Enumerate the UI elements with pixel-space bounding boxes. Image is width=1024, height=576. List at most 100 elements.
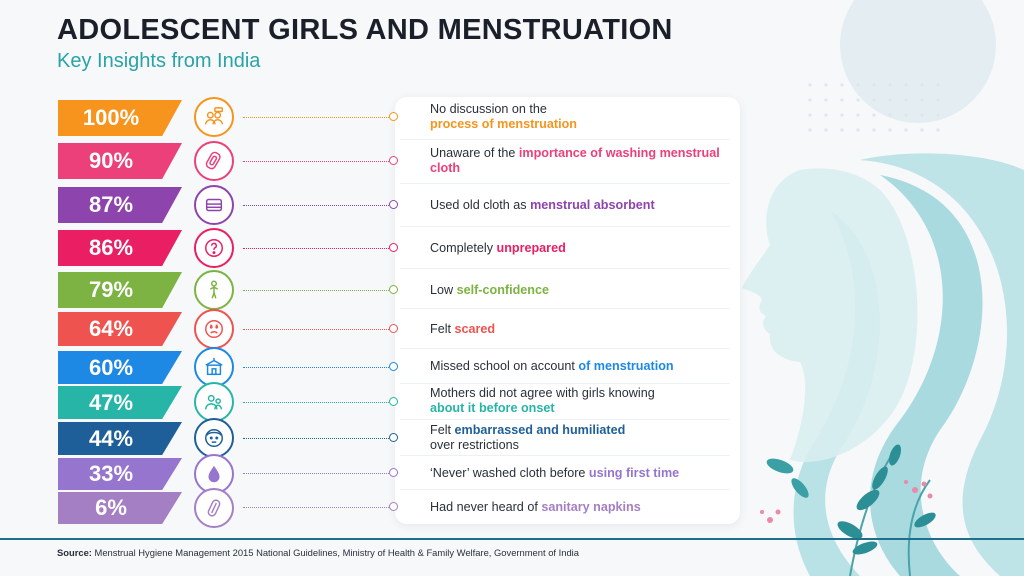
percent-badge: 100%: [58, 100, 182, 136]
insight-text-plain: Low: [430, 283, 457, 297]
insight-text-highlight: sanitary napkins: [541, 500, 641, 514]
insight-text-highlight: scared: [454, 322, 496, 336]
insights-card: [395, 97, 740, 524]
drop-icon: [194, 454, 234, 494]
insight-text-highlight: using first time: [588, 466, 680, 480]
row-divider: [400, 268, 730, 269]
insight-text-highlight: embarrassed and humiliated: [454, 423, 626, 437]
insight-text-plain: No discussion on the: [430, 102, 547, 116]
connector-line: [243, 438, 389, 439]
insight-text: Had never heard of sanitary napkins: [430, 500, 730, 515]
connector-line: [243, 290, 389, 291]
connector-line: [243, 473, 389, 474]
face-silhouette: [742, 168, 918, 462]
insight-text: Felt embarrassed and humiliated over res…: [430, 423, 730, 453]
insight-text-highlight: importance of washing menstrual cloth: [430, 146, 720, 175]
plant-leaves: [766, 444, 936, 555]
insights-list: 100% No discussion on the process of men…: [0, 97, 760, 528]
insight-text-highlight: self-confidence: [456, 283, 549, 297]
insight-text-plain: Felt: [430, 322, 455, 336]
insight-text: Felt scared: [430, 322, 730, 337]
insight-text-highlight: unprepared: [496, 241, 566, 255]
insight-text-highlight: process of menstruation: [430, 117, 577, 131]
connector-line: [243, 367, 389, 368]
percent-badge: 60%: [58, 351, 182, 384]
insight-text-plain: Unaware of the: [430, 146, 519, 160]
row-divider: [400, 383, 730, 384]
insight-text-plain: Missed school on account: [430, 359, 579, 373]
insight-row: 64% Felt scared: [0, 309, 760, 349]
insight-text: No discussion on the process of menstrua…: [430, 102, 730, 132]
percent-badge: 33%: [58, 458, 182, 490]
insight-text-highlight: of menstruation: [578, 359, 674, 373]
dot-grid: [808, 83, 940, 132]
percent-badge: 44%: [58, 422, 182, 455]
insight-text-plain: Had never heard of: [430, 500, 542, 514]
connector-line: [243, 329, 389, 330]
cloth-pad-icon: [194, 141, 234, 181]
insight-text: Low self-confidence: [430, 283, 730, 298]
source-label: Source:: [57, 547, 92, 558]
connector-dot: [389, 502, 398, 511]
connector-line: [243, 117, 389, 118]
insight-text: ‘Never’ washed cloth before using first …: [430, 466, 730, 481]
hair-wave: [870, 175, 983, 576]
row-divider: [400, 489, 730, 490]
insight-text-plain: ‘Never’ washed cloth before: [430, 466, 589, 480]
insight-text-plain: Completely: [430, 241, 497, 255]
flower-buds: [760, 480, 933, 523]
connector-dot: [389, 397, 398, 406]
percent-badge: 47%: [58, 386, 182, 419]
school-icon: [194, 347, 234, 387]
connector-dot: [389, 285, 398, 294]
row-divider: [400, 308, 730, 309]
insight-text: Used old cloth as menstrual absorbent: [430, 198, 730, 213]
scared-face-icon: [194, 309, 234, 349]
percent-badge: 86%: [58, 230, 182, 266]
source-text: Menstrual Hygiene Management 2015 Nation…: [94, 547, 579, 558]
insight-text: Missed school on account of menstruation: [430, 359, 730, 374]
insight-row: 44% Felt embarrassed and humiliated over…: [0, 418, 760, 458]
insight-row: 90% Unaware of the importance of washing…: [0, 141, 760, 181]
question-icon: [194, 228, 234, 268]
insight-text: Mothers did not agree with girls knowing…: [430, 386, 730, 416]
row-divider: [400, 183, 730, 184]
row-divider: [400, 455, 730, 456]
percent-badge: 87%: [58, 187, 182, 223]
connector-dot: [389, 200, 398, 209]
connector-line: [243, 161, 389, 162]
connector-dot: [389, 156, 398, 165]
connector-dot: [389, 362, 398, 371]
connector-line: [243, 205, 389, 206]
hair-wave: [860, 153, 1024, 576]
insight-row: 47% Mothers did not agree with girls kno…: [0, 382, 760, 422]
percent-badge: 64%: [58, 312, 182, 346]
insight-text-plain: Used old cloth as: [430, 198, 531, 212]
insight-text: Completely unprepared: [430, 241, 730, 256]
row-divider: [400, 226, 730, 227]
page-title: ADOLESCENT GIRLS AND MENSTRUATION: [57, 14, 673, 46]
folded-cloth-icon: [194, 185, 234, 225]
percent-badge: 79%: [58, 272, 182, 308]
discussion-people-icon: [194, 97, 234, 137]
connector-dot: [389, 324, 398, 333]
connector-dot: [389, 468, 398, 477]
insight-row: 60% Missed school on account of menstrua…: [0, 347, 760, 387]
source-note: Source: Menstrual Hygiene Management 201…: [57, 547, 579, 558]
connector-line: [243, 248, 389, 249]
insight-row: 79% Low self-confidence: [0, 270, 760, 310]
connector-line: [243, 507, 389, 508]
insight-text: Unaware of the importance of washing men…: [430, 146, 730, 176]
connector-dot: [389, 243, 398, 252]
insight-text-highlight: about it before onset: [430, 401, 555, 415]
percent-badge: 90%: [58, 143, 182, 179]
mother-daughter-icon: [194, 382, 234, 422]
insight-text-suffix: over restrictions: [430, 438, 519, 452]
insight-row: 33% ‘Never’ washed cloth before using fi…: [0, 454, 760, 494]
connector-dot: [389, 433, 398, 442]
insight-text-highlight: menstrual absorbent: [530, 198, 655, 212]
percent-badge: 6%: [58, 492, 182, 524]
footer-divider: [0, 538, 1024, 540]
insight-row: 100% No discussion on the process of men…: [0, 97, 760, 137]
